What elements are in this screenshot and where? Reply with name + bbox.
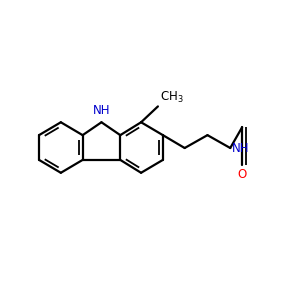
Text: O: O [238, 168, 247, 181]
Text: NH: NH [232, 142, 250, 154]
Text: CH$_3$: CH$_3$ [160, 90, 184, 105]
Text: NH: NH [93, 104, 110, 117]
